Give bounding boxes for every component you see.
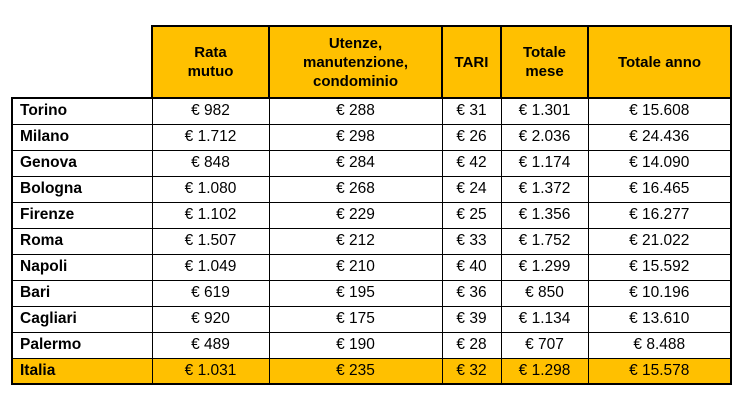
table-row-total: Italia € 1.031 € 235 € 32 € 1.298 € 15.578 — [11, 357, 732, 385]
header-rata-mutuo: Rata mutuo — [151, 25, 270, 99]
cell-value: € 24.436 — [587, 123, 732, 151]
cell-value: € 1.372 — [500, 175, 589, 203]
row-label: Firenze — [11, 201, 153, 229]
cell-value: € 1.712 — [151, 123, 270, 151]
cell-value: € 1.174 — [500, 149, 589, 177]
cell-value: € 235 — [268, 357, 443, 385]
table-row: Firenze € 1.102 € 229 € 25 € 1.356 € 16.277 — [11, 201, 732, 229]
cell-value: € 1.080 — [151, 175, 270, 203]
cell-value: € 1.031 — [151, 357, 270, 385]
cell-value: € 2.036 — [500, 123, 589, 151]
cell-value: € 210 — [268, 253, 443, 281]
cell-value: € 14.090 — [587, 149, 732, 177]
header-blank-cell — [12, 26, 152, 98]
cell-value: € 40 — [441, 253, 502, 281]
cell-value: € 21.022 — [587, 227, 732, 255]
cell-value: € 175 — [268, 305, 443, 333]
cell-value: € 10.196 — [587, 279, 732, 307]
cell-value: € 212 — [268, 227, 443, 255]
row-label: Torino — [11, 97, 153, 125]
cell-value: € 36 — [441, 279, 502, 307]
cell-value: € 8.488 — [587, 331, 732, 359]
cell-value: € 1.102 — [151, 201, 270, 229]
table-row: Roma € 1.507 € 212 € 33 € 1.752 € 21.022 — [11, 227, 732, 255]
cell-value: € 33 — [441, 227, 502, 255]
row-label: Roma — [11, 227, 153, 255]
cell-value: € 288 — [268, 97, 443, 125]
cell-value: € 1.301 — [500, 97, 589, 125]
row-label: Cagliari — [11, 305, 153, 333]
cell-value: € 42 — [441, 149, 502, 177]
cell-value: € 1.299 — [500, 253, 589, 281]
header-totale-anno: Totale anno — [587, 25, 732, 99]
table-body: Torino € 982 € 288 € 31 € 1.301 € 15.608 Milan… — [11, 97, 732, 385]
cell-value: € 1.507 — [151, 227, 270, 255]
table-row: Napoli € 1.049 € 210 € 40 € 1.299 € 15.592 — [11, 253, 732, 281]
table-row: Milano € 1.712 € 298 € 26 € 2.036 € 24.436 — [11, 123, 732, 151]
header-totale-mese: Totale mese — [500, 25, 589, 99]
row-label: Italia — [11, 357, 153, 385]
cell-value: € 619 — [151, 279, 270, 307]
cell-value: € 15.608 — [587, 97, 732, 125]
cell-value: € 32 — [441, 357, 502, 385]
header-row: Rata mutuo Utenze, manutenzione, condomi… — [12, 25, 732, 99]
cell-value: € 24 — [441, 175, 502, 203]
row-label: Napoli — [11, 253, 153, 281]
cell-value: € 982 — [151, 97, 270, 125]
table-row: Genova € 848 € 284 € 42 € 1.174 € 14.090 — [11, 149, 732, 177]
header-utenze-manutenzione-condominio: Utenze, manutenzione, condominio — [268, 25, 443, 99]
cell-value: € 850 — [500, 279, 589, 307]
table-row: Cagliari € 920 € 175 € 39 € 1.134 € 13.610 — [11, 305, 732, 333]
cell-value: € 15.578 — [587, 357, 732, 385]
cell-value: € 229 — [268, 201, 443, 229]
row-label: Palermo — [11, 331, 153, 359]
cell-value: € 25 — [441, 201, 502, 229]
row-label: Genova — [11, 149, 153, 177]
table-row: Bologna € 1.080 € 268 € 24 € 1.372 € 16.465 — [11, 175, 732, 203]
cell-value: € 31 — [441, 97, 502, 125]
row-label: Bari — [11, 279, 153, 307]
table-row: Torino € 982 € 288 € 31 € 1.301 € 15.608 — [11, 97, 732, 125]
cell-value: € 39 — [441, 305, 502, 333]
cell-value: € 298 — [268, 123, 443, 151]
cell-value: € 28 — [441, 331, 502, 359]
cell-value: € 1.752 — [500, 227, 589, 255]
cell-value: € 16.465 — [587, 175, 732, 203]
cell-value: € 190 — [268, 331, 443, 359]
housing-costs-table: Rata mutuo Utenze, manutenzione, condomi… — [11, 25, 732, 385]
cell-value: € 1.049 — [151, 253, 270, 281]
cell-value: € 13.610 — [587, 305, 732, 333]
cell-value: € 268 — [268, 175, 443, 203]
cell-value: € 707 — [500, 331, 589, 359]
cell-value: € 15.592 — [587, 253, 732, 281]
cell-value: € 1.298 — [500, 357, 589, 385]
cell-value: € 1.134 — [500, 305, 589, 333]
cell-value: € 489 — [151, 331, 270, 359]
cell-value: € 848 — [151, 149, 270, 177]
table-row: Palermo € 489 € 190 € 28 € 707 € 8.488 — [11, 331, 732, 359]
row-label: Milano — [11, 123, 153, 151]
cell-value: € 284 — [268, 149, 443, 177]
cell-value: € 26 — [441, 123, 502, 151]
cell-value: € 16.277 — [587, 201, 732, 229]
cell-value: € 920 — [151, 305, 270, 333]
cell-value: € 195 — [268, 279, 443, 307]
header-tari: TARI — [441, 25, 502, 99]
row-label: Bologna — [11, 175, 153, 203]
table-row: Bari € 619 € 195 € 36 € 850 € 10.196 — [11, 279, 732, 307]
cell-value: € 1.356 — [500, 201, 589, 229]
